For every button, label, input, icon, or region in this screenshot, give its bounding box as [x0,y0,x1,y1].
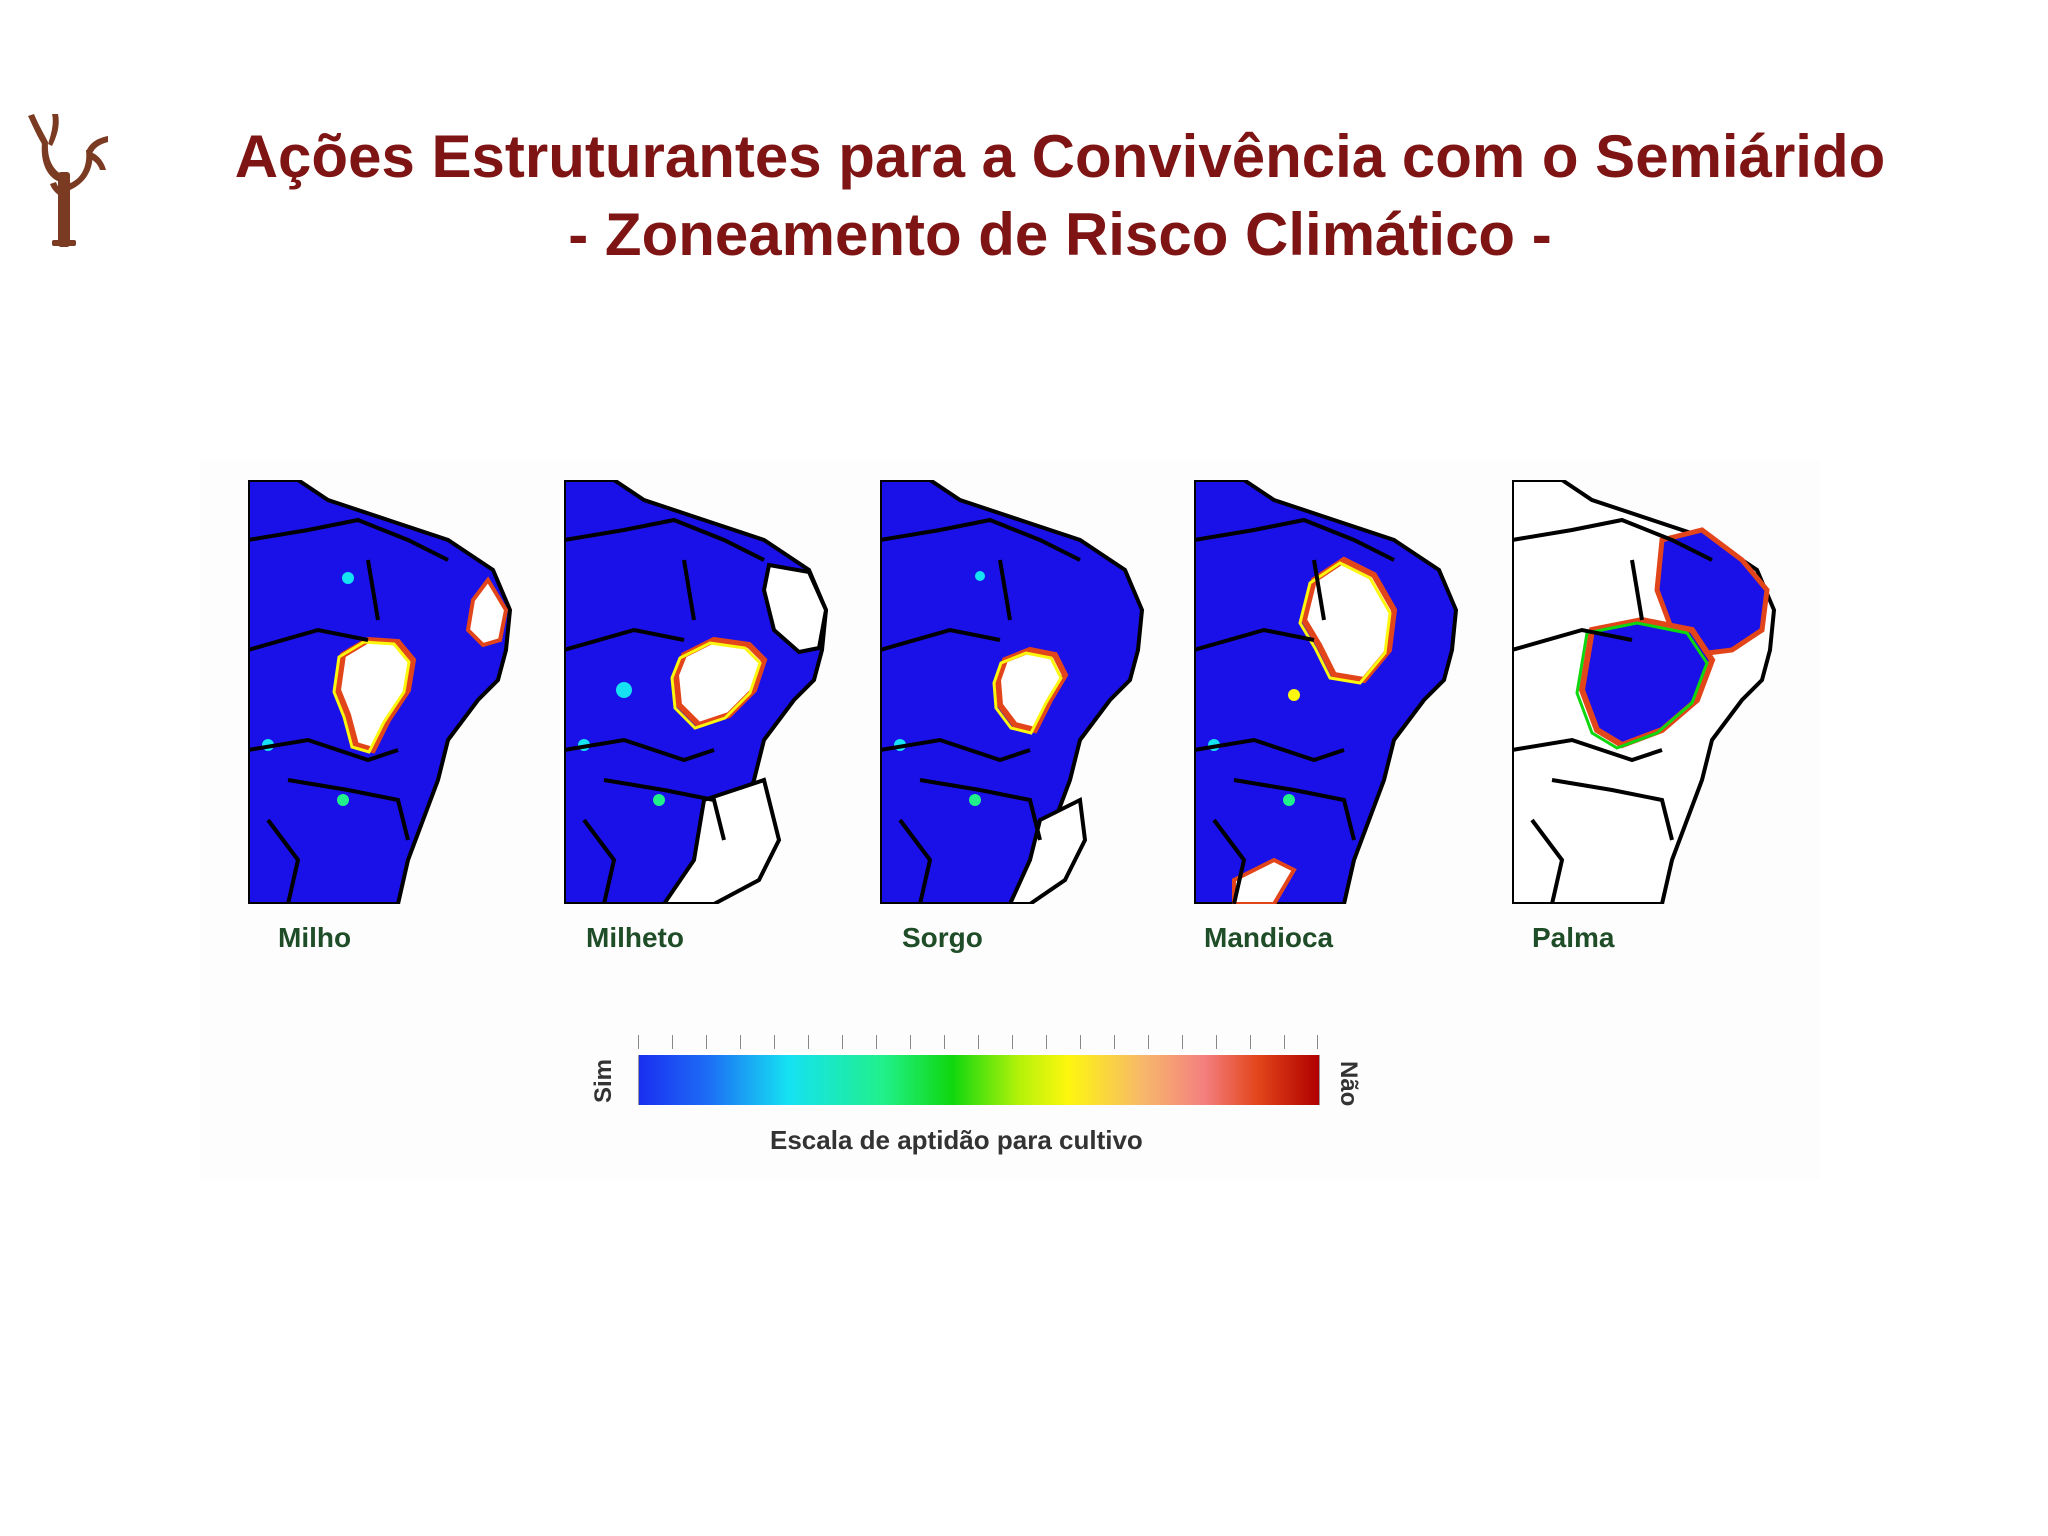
scale-gradient-bar [638,1055,1320,1105]
map-sorgo [880,480,1148,904]
map-label-milho: Milho [278,922,352,953]
color-scale-legend: Sim Não Escala de aptidão para cultivo [590,1015,1530,1165]
title-line-1: Ações Estruturantes para a Convivência c… [234,123,1886,190]
scale-high-label: Não [1335,1061,1362,1107]
map-palma [1512,480,1780,904]
slide-title: Ações Estruturantes para a Convivência c… [140,118,1980,274]
map-label-milheto: Milheto [586,922,684,953]
cactus-tree-logo [28,114,108,247]
scale-ticks [638,1035,1318,1055]
scale-caption: Escala de aptidão para cultivo [770,1125,1143,1155]
map-milheto [564,480,832,904]
scale-low-label: Sim [590,1058,617,1103]
map-mandioca [1194,480,1462,904]
map-label-mandioca: Mandioca [1204,922,1334,953]
map-milho [248,480,516,904]
crop-zoning-figure: Milho Milheto [200,460,1820,1180]
map-label-sorgo: Sorgo [902,922,983,953]
title-line-2: - Zoneamento de Risco Climático - [568,201,1552,268]
map-label-palma: Palma [1532,922,1615,953]
